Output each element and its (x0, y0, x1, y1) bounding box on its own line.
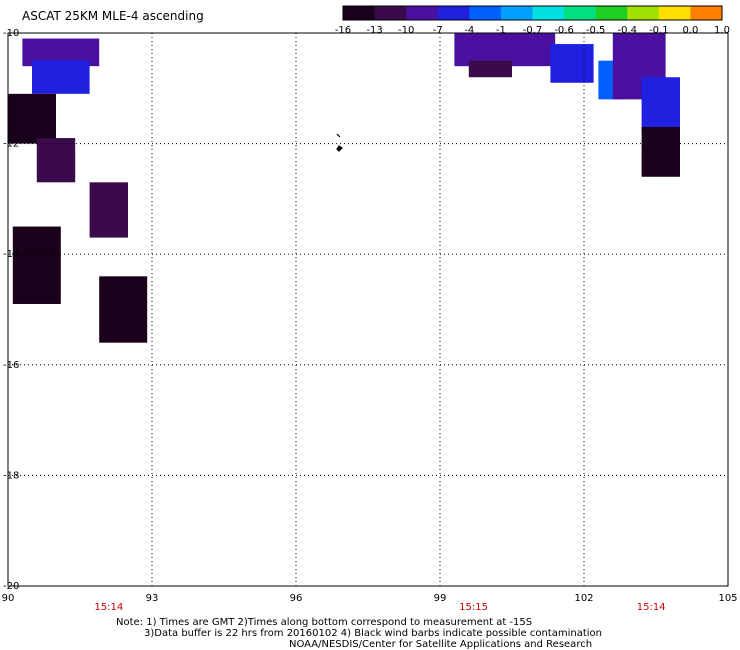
colorbar-label: -0.6 (554, 25, 574, 36)
longitude-label: 93 (146, 593, 159, 604)
data-cell (12, 226, 61, 304)
colorbar-segment (658, 6, 691, 20)
colorbar-label: -4 (464, 25, 474, 36)
time-labels: 15:14 15:15 15:14 (94, 602, 665, 613)
colorbar-label: -1 (496, 25, 506, 36)
latitude-label: -20 (3, 581, 19, 592)
colorbar-label: -13 (366, 25, 382, 36)
latitude-label: -18 (3, 470, 19, 481)
colorbar-label: -0.1 (649, 25, 669, 36)
colorbar-label: -7 (433, 25, 443, 36)
latitude-label: -14 (3, 249, 19, 260)
colorbar-segment (343, 6, 376, 20)
data-cell (89, 182, 128, 238)
longitude-label: 96 (290, 593, 303, 604)
latitude-labels: -10 -12 -14 -16 -18 -20 (3, 28, 19, 592)
colorbar-segment (437, 6, 470, 20)
color-bar: -16 -13 -10 -7 -4 -1 -0.7 -0.6 -0.5 -0.4 -0.1 0.0 1.… (335, 5, 730, 36)
data-cell (99, 276, 148, 343)
longitude-label: 102 (574, 593, 593, 604)
longitude-label: 105 (718, 593, 737, 604)
time-label: 15:14 (94, 602, 123, 613)
data-cell (468, 60, 512, 78)
note-line-3: NOAA/NESDIS/Center for Satellite Applica… (289, 639, 593, 650)
colorbar-segment (564, 6, 597, 20)
time-label: 15:14 (637, 602, 666, 613)
colorbar-label: -0.4 (617, 25, 637, 36)
colorbar-label: -10 (398, 25, 414, 36)
colorbar-segment (406, 6, 439, 20)
map-frame (7, 32, 729, 587)
latitude-label: -10 (3, 28, 19, 39)
colorbar-label: 1.0 (714, 25, 730, 36)
latitude-label: -16 (3, 360, 19, 371)
colorbar-segment (469, 6, 502, 20)
data-cell (641, 127, 680, 177)
colorbar-label: -0.5 (586, 25, 606, 36)
data-cell (550, 44, 594, 83)
longitude-label: 99 (434, 593, 447, 604)
colorbar-label: -16 (335, 25, 351, 36)
graticule (8, 33, 728, 586)
colorbar-segment (690, 6, 723, 20)
colorbar-segment (595, 6, 628, 20)
wind-data-cells (8, 33, 680, 343)
data-cell (36, 138, 76, 183)
data-cell (32, 60, 90, 94)
note-line-1: Note: 1) Times are GMT 2)Times along bot… (116, 617, 533, 628)
latitude-label: -12 (3, 139, 19, 150)
colorbar-segment (374, 6, 407, 20)
longitude-label: 90 (2, 593, 15, 604)
data-cell (641, 77, 680, 133)
wind-barb-icon (336, 133, 343, 152)
colorbar-segment (532, 6, 565, 20)
longitude-labels: 90 93 96 99 102 105 (2, 593, 738, 604)
map-title: ASCAT 25KM MLE-4 ascending (22, 9, 204, 23)
colorbar-segment (627, 6, 660, 20)
colorbar-segment (500, 6, 533, 20)
data-cell (8, 93, 56, 144)
time-label: 15:15 (459, 602, 488, 613)
colorbar-frame (342, 5, 723, 21)
colorbar-label: 0.0 (682, 25, 698, 36)
colorbar-label: -0.7 (523, 25, 543, 36)
note-line-2: 3)Data buffer is 22 hrs from 20160102 4)… (144, 628, 602, 639)
